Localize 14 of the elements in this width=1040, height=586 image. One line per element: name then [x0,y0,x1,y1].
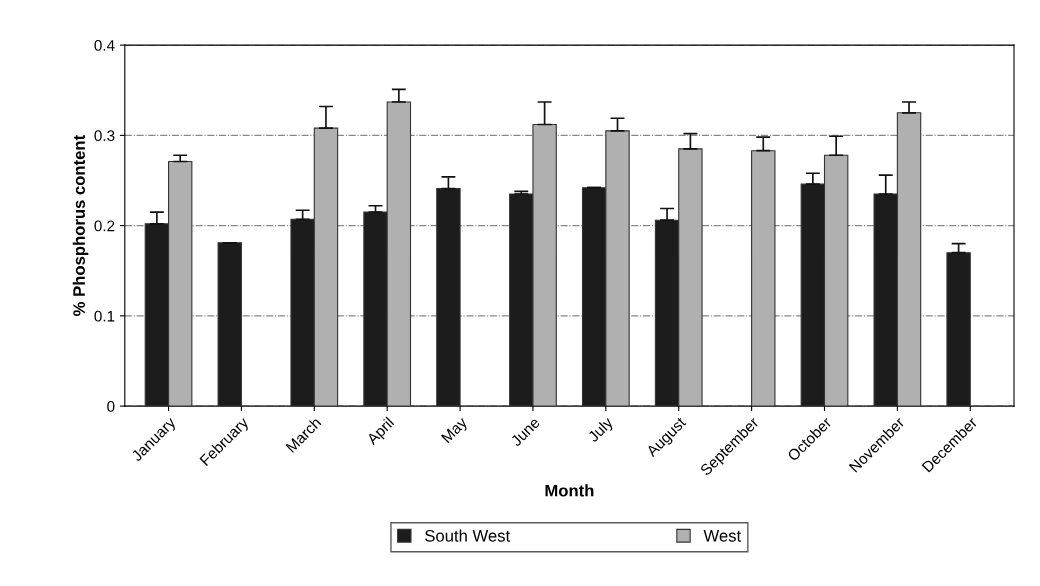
y-axis-title: % Phosphorus content [72,135,89,316]
y-tick-label: 0.1 [94,310,115,322]
x-tick-label: July [586,415,616,445]
y-tick-label: 0 [107,400,115,412]
bar [217,242,242,407]
y-tick-label: 0.3 [94,130,115,142]
y-tick-label: 0.2 [94,220,115,232]
x-axis-title: Month [545,484,594,497]
bar [751,150,776,407]
legend-label: West [703,530,742,542]
legend-label: South West [425,529,511,542]
x-tick-label: May [440,416,471,446]
bar [946,252,971,407]
y-tick-label: 0.4 [94,39,115,51]
